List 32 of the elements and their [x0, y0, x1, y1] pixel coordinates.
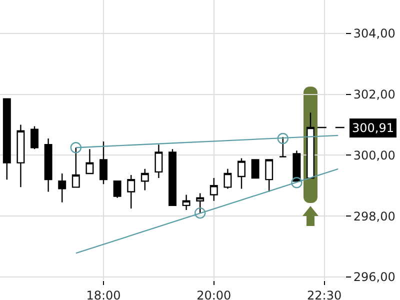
- candlestick: [182, 194, 190, 211]
- y-tick-label: 304,00: [353, 26, 396, 41]
- candlestick: [58, 172, 66, 203]
- x-tick-label: 22:30: [307, 288, 342, 300]
- candlestick: [2, 98, 11, 180]
- point: [277, 132, 288, 144]
- candlestick: [113, 180, 122, 198]
- x-tick-label: 18:00: [86, 288, 121, 300]
- x-tick-label: 20:00: [196, 288, 232, 300]
- point: [291, 177, 302, 188]
- candlestick: [210, 177, 218, 202]
- candlestick: [100, 140, 108, 185]
- y-tick-label: 300,00: [353, 148, 396, 162]
- candlestick: [30, 126, 38, 150]
- candlestick: [154, 144, 163, 179]
- candlestick: [306, 112, 314, 179]
- candlestick: [44, 138, 52, 192]
- candlestick: [86, 148, 94, 174]
- candlestick: [168, 148, 176, 206]
- y-tick-label: 302,00: [353, 88, 396, 102]
- candlestick: [265, 159, 274, 192]
- candlestick: [140, 168, 149, 191]
- candlestick: [16, 124, 25, 188]
- candlestick: [127, 174, 136, 210]
- point: [70, 142, 82, 154]
- y-tick-label: 298,00: [353, 209, 396, 224]
- y-tick-label: 296,00: [353, 270, 396, 284]
- candlestick: [251, 159, 260, 179]
- point: [194, 207, 206, 219]
- ref-line-label: 300,91: [352, 121, 394, 135]
- candlestick: [224, 168, 232, 190]
- candlestick: [238, 158, 246, 190]
